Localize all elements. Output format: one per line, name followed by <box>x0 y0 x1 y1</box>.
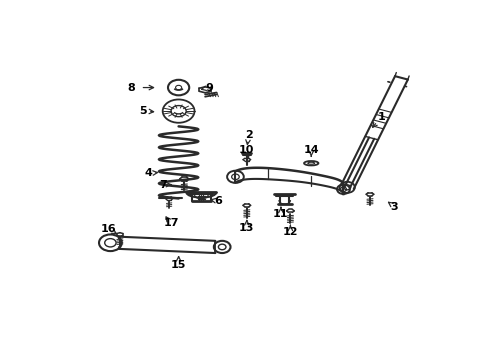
Text: 10: 10 <box>239 145 254 155</box>
Text: 8: 8 <box>127 82 135 93</box>
Text: 12: 12 <box>282 227 298 237</box>
Text: 2: 2 <box>244 130 252 140</box>
Text: 15: 15 <box>171 260 186 270</box>
Text: 4: 4 <box>144 168 152 179</box>
Text: 3: 3 <box>390 202 398 212</box>
Text: 14: 14 <box>303 145 318 155</box>
Text: 6: 6 <box>214 196 222 206</box>
Text: 17: 17 <box>163 219 179 228</box>
Text: 7: 7 <box>159 180 167 190</box>
Text: 16: 16 <box>101 224 116 234</box>
Text: 11: 11 <box>273 209 288 219</box>
Text: 1: 1 <box>377 112 385 122</box>
Text: 13: 13 <box>239 222 254 233</box>
Text: 9: 9 <box>204 82 212 93</box>
Text: 5: 5 <box>139 106 146 116</box>
